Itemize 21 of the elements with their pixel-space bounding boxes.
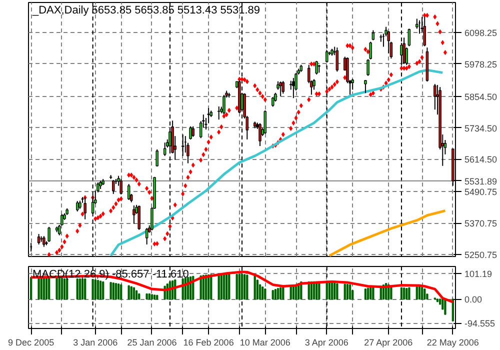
x-tick-label: 22 May 2006 — [426, 338, 479, 348]
y-tick-label: 5250.75 — [464, 250, 498, 260]
y-tick-label: 101.19 — [464, 269, 492, 280]
x-tick-label: 27 Apr 2006 — [364, 338, 413, 348]
y-tick-label: 5734.50 — [464, 123, 498, 134]
y-tick-label: 5614.50 — [464, 154, 498, 165]
ref-line-label: 5531.89 — [464, 176, 498, 186]
y-tick-label: 6098.25 — [464, 28, 498, 38]
y-tick-label: 5854.50 — [464, 92, 498, 102]
chart-title: _DAX,Daily 5653.85 5653.85 5513.43 5531.89 — [32, 4, 260, 16]
x-tick-label: 9 Dec 2005 — [8, 338, 54, 348]
y-tick-label: 0.00 — [464, 294, 482, 305]
y-tick-label: 5978.25 — [464, 59, 498, 70]
x-tick-label: 16 Feb 2006 — [183, 338, 234, 348]
x-tick-label: 10 Mar 2006 — [240, 338, 290, 348]
x-tick-label: 3 Apr 2006 — [304, 338, 348, 348]
x-tick-label: 25 Jan 2006 — [127, 338, 177, 348]
x-tick-label: 3 Jan 2006 — [73, 338, 118, 348]
y-tick-label: 5370.75 — [464, 218, 498, 229]
y-tick-label: -94.555 — [464, 318, 496, 329]
y-tick-label: 5490.75 — [464, 187, 498, 198]
